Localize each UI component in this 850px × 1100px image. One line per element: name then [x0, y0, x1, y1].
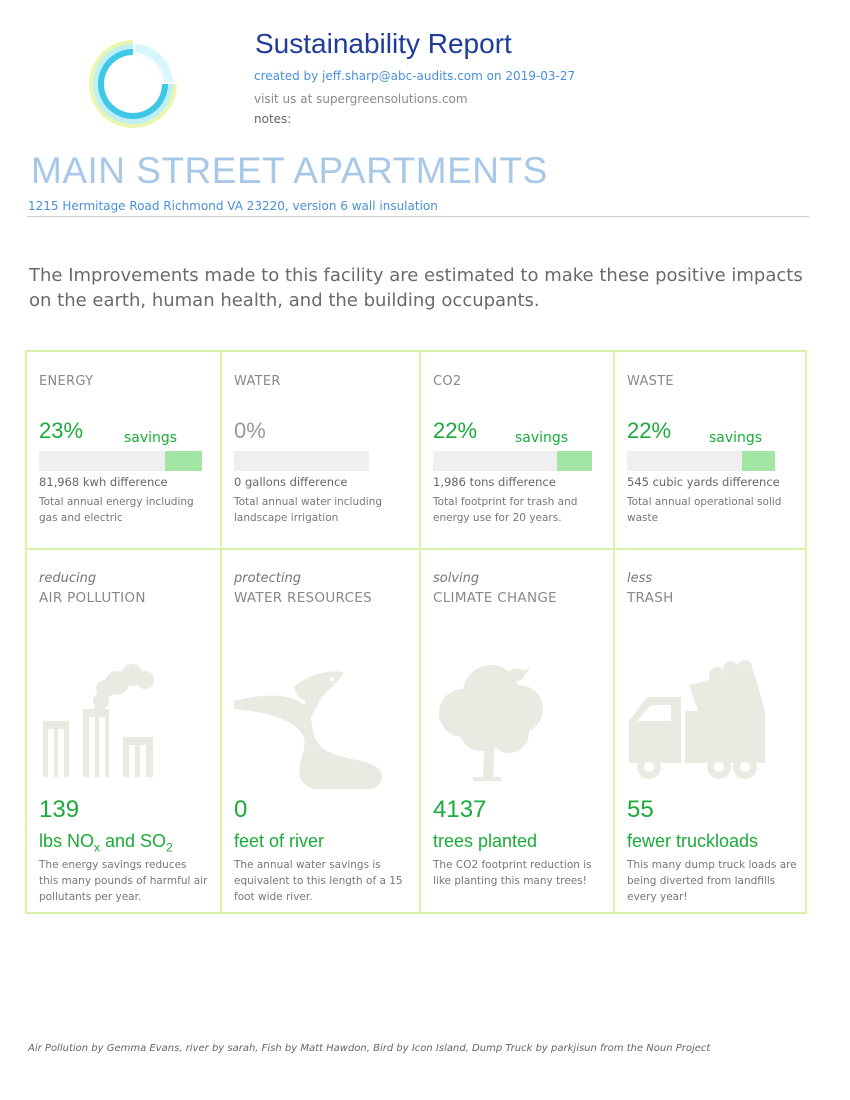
impact-value: 0	[234, 796, 248, 823]
savings-label: savings	[709, 430, 763, 446]
impact-verb: less	[627, 571, 653, 586]
created-by-link[interactable]: created by jeff.sharp@abc-audits.com on …	[254, 69, 576, 83]
metric-label: CO2	[433, 374, 462, 389]
logo-ring-icon	[89, 40, 177, 128]
impact-card-trash: less TRASH 55 fewer truckloads This many…	[627, 571, 797, 903]
impact-verb: solving	[433, 571, 480, 586]
building-name: MAIN STREET APARTMENTS	[31, 150, 548, 191]
savings-bar	[234, 451, 369, 471]
savings-label: savings	[124, 430, 178, 446]
impact-unit: trees planted	[433, 831, 538, 851]
impact-value: 139	[39, 796, 80, 823]
metric-difference: 1,986 tons difference	[433, 475, 556, 489]
metric-label: ENERGY	[39, 374, 94, 389]
impact-unit: fewer truckloads	[627, 831, 759, 851]
building-address: 1215 Hermitage Road Richmond VA 23220, v…	[28, 199, 438, 213]
metric-label: WASTE	[627, 374, 674, 389]
metric-difference: 81,968 kwh difference	[39, 475, 168, 489]
impact-card-water: protecting WATER RESOURCES 0 feet of riv…	[234, 571, 409, 903]
impact-unit: lbs NOx and SO2	[39, 831, 173, 855]
factory-icon	[43, 664, 154, 777]
impact-value: 4137	[433, 796, 487, 823]
impact-card-air: reducing AIR POLLUTION 139 lbs NOx and S…	[39, 571, 214, 903]
impact-description: The CO2 footprint reduction is like plan…	[433, 859, 592, 887]
metric-label: WATER	[234, 374, 281, 389]
impact-description: This many dump truck loads are being div…	[627, 859, 797, 903]
metric-description: Total annual water including landscape i…	[234, 496, 383, 524]
impact-category: TRASH	[627, 590, 674, 606]
metric-description: Total annual energy including gas and el…	[39, 496, 194, 524]
notes-label: notes:	[254, 112, 292, 126]
impact-category: WATER RESOURCES	[234, 590, 372, 606]
impact-category: CLIMATE CHANGE	[433, 590, 557, 606]
metric-difference: 545 cubic yards difference	[627, 475, 780, 489]
impact-grid: ENERGY 23% savings 81,968 kwh difference…	[25, 350, 807, 914]
grid-divider	[220, 352, 222, 912]
metric-percent: 0%	[234, 418, 266, 443]
metric-percent: 23%	[39, 418, 84, 443]
impact-unit: feet of river	[234, 831, 325, 851]
metric-description: Total annual operational solid waste	[627, 496, 782, 524]
river-fish-icon	[234, 671, 383, 789]
intro-text: The Improvements made to this facility a…	[29, 265, 803, 311]
impact-category: AIR POLLUTION	[39, 590, 146, 606]
impact-verb: reducing	[39, 571, 97, 586]
savings-bar-fill	[742, 451, 775, 471]
credits-footer: Air Pollution by Gemma Evans, river by s…	[28, 1043, 711, 1054]
metric-card-waste: WASTE 22% savings 545 cubic yards differ…	[627, 374, 797, 544]
metric-card-co2: CO2 22% savings 1,986 tons difference To…	[433, 374, 608, 544]
impact-description: The annual water savings is equivalent t…	[234, 859, 403, 903]
grid-divider	[27, 548, 805, 550]
metric-difference: 0 gallons difference	[234, 475, 348, 489]
metric-percent: 22%	[433, 418, 478, 443]
metric-card-energy: ENERGY 23% savings 81,968 kwh difference…	[39, 374, 209, 544]
metric-percent: 22%	[627, 418, 672, 443]
website-text: visit us at supergreensolutions.com	[254, 92, 468, 106]
report-title: Sustainability Report	[255, 28, 512, 59]
impact-value: 55	[627, 796, 654, 823]
impact-verb: protecting	[234, 571, 301, 586]
tree-bird-icon	[439, 665, 543, 781]
savings-bar	[39, 451, 202, 471]
savings-bar-fill	[557, 451, 592, 471]
savings-bar-fill	[164, 451, 202, 471]
metric-card-water: WATER 0% 0 gallons difference Total annu…	[234, 374, 409, 544]
savings-label: savings	[515, 430, 569, 446]
savings-bar	[627, 451, 775, 471]
grid-divider	[613, 352, 615, 912]
grid-divider	[419, 352, 421, 912]
savings-bar	[433, 451, 592, 471]
dump-truck-icon	[629, 660, 765, 779]
impact-description: The energy savings reduces this many pou…	[39, 859, 208, 903]
impact-card-climate: solving CLIMATE CHANGE 4137 trees plante…	[433, 571, 608, 901]
divider	[27, 216, 809, 217]
metric-description: Total footprint for trash and energy use…	[433, 496, 578, 524]
